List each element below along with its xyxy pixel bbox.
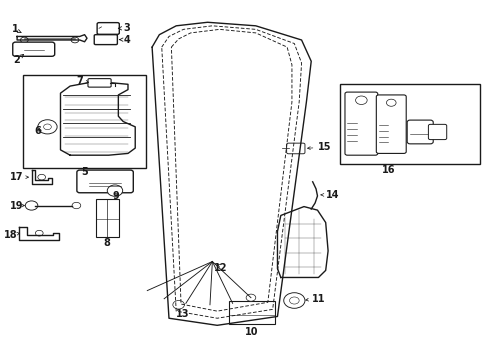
Circle shape	[246, 294, 256, 301]
Circle shape	[71, 37, 79, 43]
FancyBboxPatch shape	[345, 92, 378, 155]
Text: 13: 13	[176, 309, 189, 319]
FancyBboxPatch shape	[428, 124, 447, 140]
FancyBboxPatch shape	[88, 78, 111, 87]
Circle shape	[107, 185, 122, 196]
Text: 18: 18	[4, 230, 18, 240]
Circle shape	[38, 174, 46, 180]
Bar	[96, 199, 119, 237]
FancyBboxPatch shape	[376, 95, 406, 153]
Text: 14: 14	[326, 190, 339, 200]
FancyBboxPatch shape	[97, 23, 119, 34]
Text: 5: 5	[81, 167, 88, 177]
Text: 2: 2	[14, 55, 21, 65]
Bar	[229, 301, 275, 324]
Text: 10: 10	[245, 327, 259, 337]
Circle shape	[173, 301, 184, 309]
FancyBboxPatch shape	[407, 120, 433, 144]
FancyBboxPatch shape	[94, 35, 118, 45]
Circle shape	[72, 202, 81, 209]
Text: 9: 9	[113, 190, 119, 201]
Circle shape	[21, 37, 28, 43]
Circle shape	[356, 96, 367, 104]
Bar	[340, 84, 480, 164]
Circle shape	[284, 293, 305, 308]
Text: 7: 7	[76, 76, 83, 86]
Text: 4: 4	[123, 35, 130, 45]
Text: 1: 1	[12, 24, 19, 34]
Text: 11: 11	[312, 294, 325, 304]
Text: 12: 12	[214, 263, 228, 273]
Text: 3: 3	[123, 23, 130, 33]
Text: 16: 16	[382, 165, 395, 175]
FancyBboxPatch shape	[13, 42, 55, 56]
Circle shape	[25, 201, 38, 210]
Circle shape	[35, 230, 43, 236]
Text: 15: 15	[318, 143, 331, 152]
Circle shape	[44, 124, 51, 130]
Text: 8: 8	[104, 238, 111, 248]
Text: 17: 17	[10, 172, 24, 182]
FancyBboxPatch shape	[77, 170, 133, 193]
Circle shape	[290, 297, 299, 304]
Bar	[24, 76, 147, 168]
Circle shape	[38, 120, 57, 134]
Text: 6: 6	[34, 126, 41, 136]
FancyBboxPatch shape	[287, 143, 305, 154]
Text: 19: 19	[10, 201, 24, 211]
Circle shape	[387, 99, 396, 106]
